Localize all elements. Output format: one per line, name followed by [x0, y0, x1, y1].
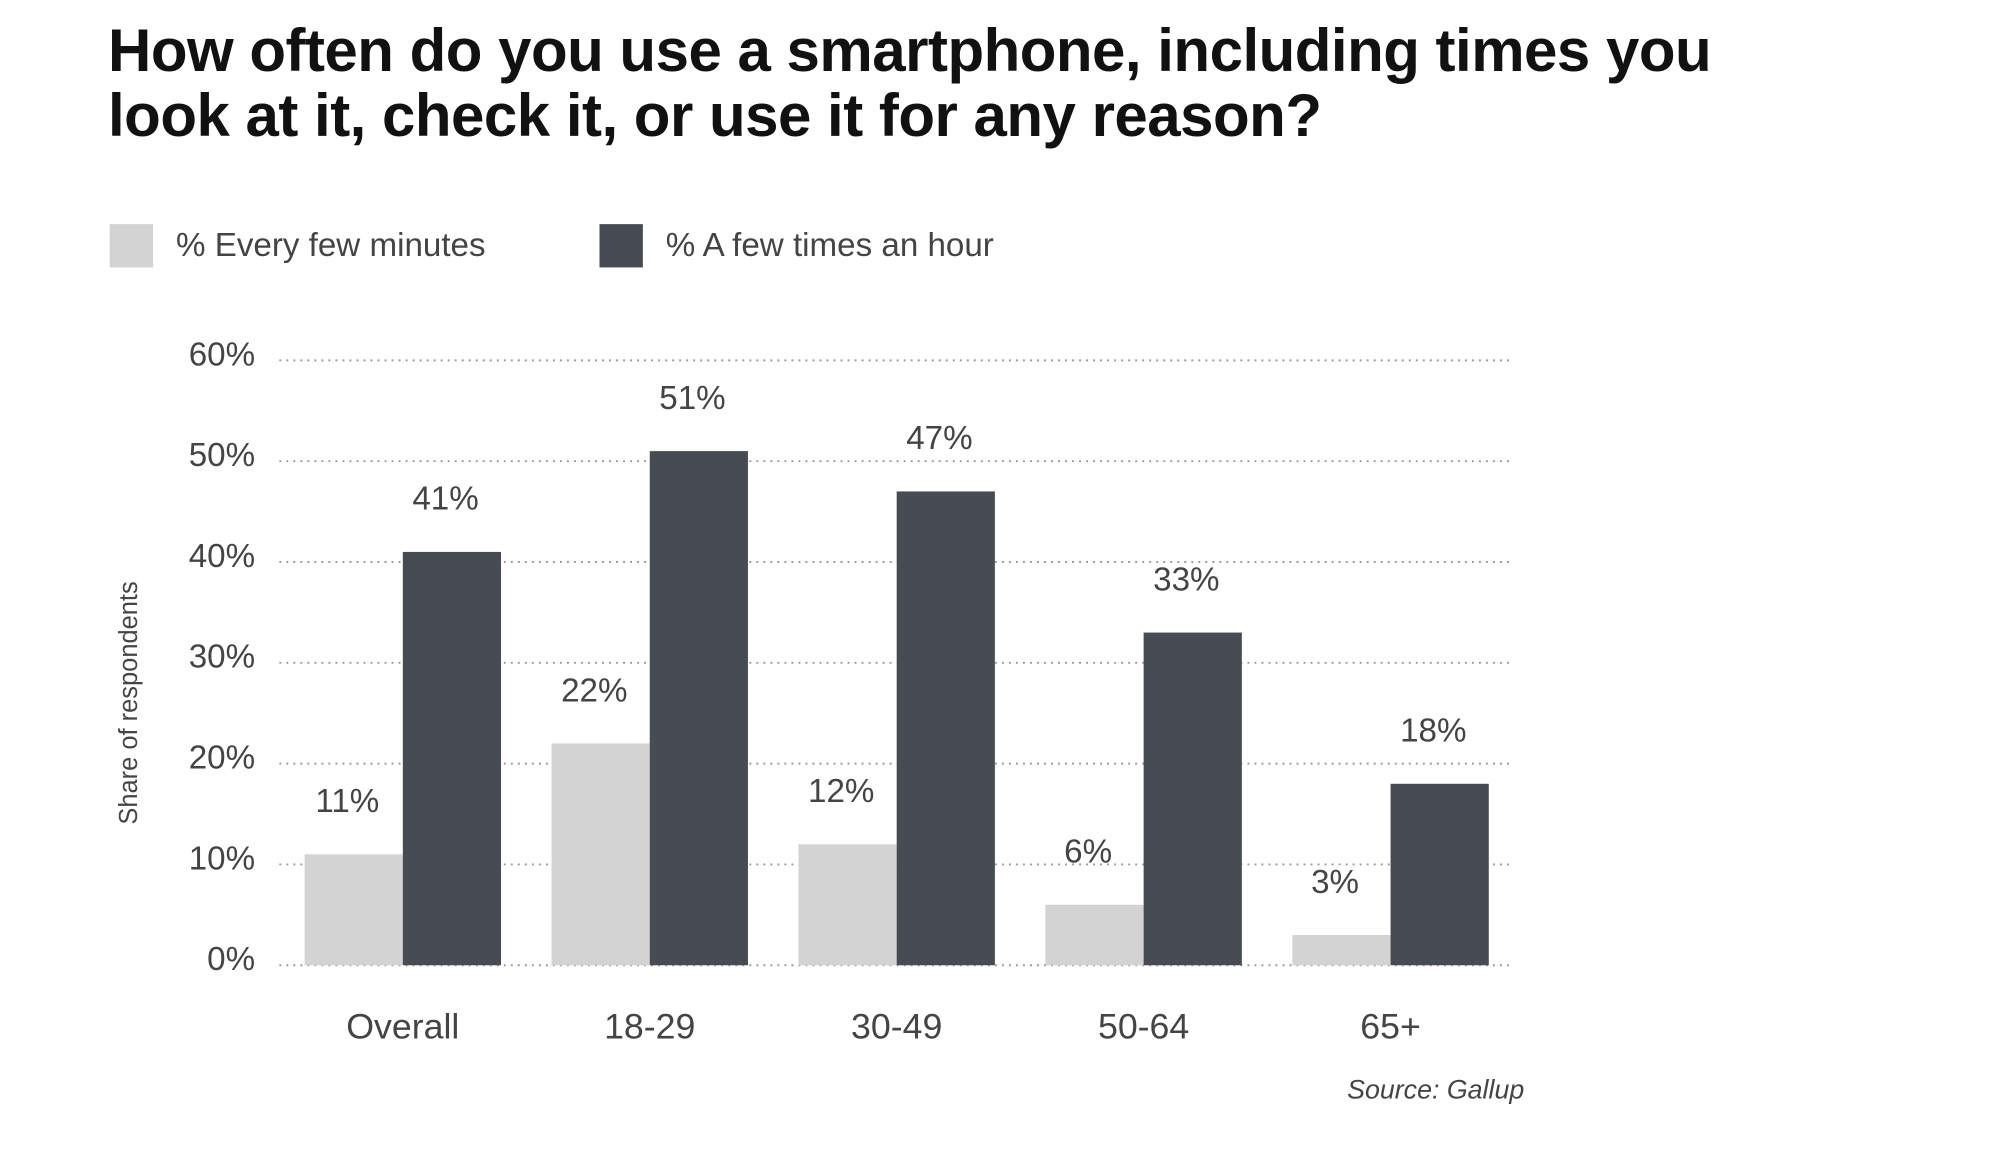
- value-label: 3%: [1311, 864, 1359, 901]
- source: Source: Gallup: [1347, 1074, 1524, 1104]
- x-tick-label: 18-29: [604, 1006, 695, 1046]
- value-label: 41%: [412, 481, 478, 518]
- y-tick-label: 40%: [189, 538, 255, 575]
- x-tick-label: Overall: [346, 1006, 459, 1046]
- bar: [1045, 904, 1144, 966]
- y-tick-label: 10%: [189, 840, 255, 877]
- value-label: 12%: [808, 773, 874, 810]
- value-label: 33%: [1153, 561, 1219, 598]
- y-tick-label: 0%: [207, 941, 255, 978]
- x-tick-label: 30-49: [851, 1006, 942, 1046]
- value-label: 47%: [906, 420, 972, 457]
- y-tick-label: 60%: [189, 336, 255, 373]
- bar: [402, 551, 502, 966]
- bar: [649, 451, 748, 966]
- legend-label: % Every few minutes: [176, 227, 486, 264]
- bar: [304, 854, 403, 966]
- y-tick-label: 50%: [189, 437, 255, 474]
- bar: [1292, 935, 1391, 966]
- x-tick-label: 50-64: [1098, 1006, 1189, 1046]
- bar: [551, 743, 650, 966]
- y-axis-label: Share of respondents: [115, 581, 143, 824]
- value-label: 18%: [1400, 713, 1466, 750]
- bar: [896, 491, 995, 966]
- legend-swatch: [599, 224, 643, 268]
- bar: [1143, 632, 1242, 966]
- bar: [798, 844, 897, 966]
- value-label: 6%: [1064, 834, 1112, 871]
- y-tick-label: 30%: [189, 639, 255, 676]
- x-tick-label: 65+: [1360, 1006, 1421, 1046]
- value-label: 22%: [561, 672, 627, 709]
- value-label: 11%: [315, 783, 379, 820]
- legend-label: % A few times an hour: [666, 227, 994, 264]
- y-tick-label: 20%: [189, 740, 255, 777]
- chart-title: How often do you use a smartphone, inclu…: [108, 17, 1712, 149]
- bar: [1390, 783, 1489, 966]
- legend-swatch: [109, 224, 154, 268]
- value-label: 51%: [659, 380, 725, 417]
